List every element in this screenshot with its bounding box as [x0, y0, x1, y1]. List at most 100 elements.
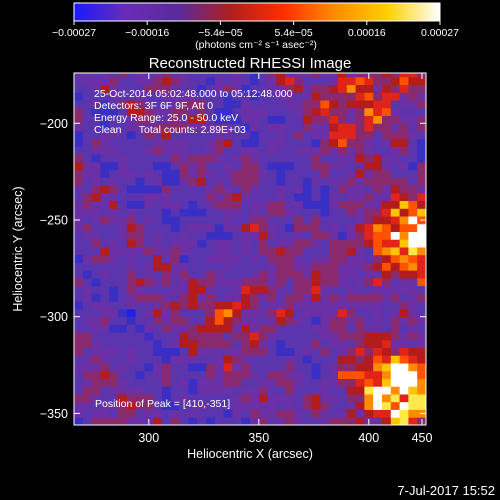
heatmap-cell — [276, 84, 286, 93]
heatmap-cell — [346, 409, 356, 418]
heatmap-cell — [294, 123, 304, 132]
heatmap-cell — [302, 355, 312, 364]
heatmap-cell — [100, 262, 110, 271]
heatmap-cell — [241, 138, 251, 147]
heatmap-cell — [390, 216, 400, 225]
heatmap-cell — [320, 231, 330, 240]
heatmap-cell — [382, 146, 392, 155]
heatmap-cell — [276, 161, 286, 171]
heatmap-cell — [302, 262, 312, 271]
heatmap-cell — [197, 378, 207, 387]
heatmap-cell — [91, 231, 101, 240]
heatmap-cell — [258, 208, 268, 217]
heatmap-cell — [91, 378, 101, 387]
heatmap-cell — [382, 378, 392, 387]
heatmap-cell — [206, 386, 216, 395]
annotation-block: 25-Oct-2014 05:02:48.000 to 05:12:48.000… — [94, 88, 293, 136]
heatmap-cell — [214, 386, 224, 395]
heatmap-cell — [170, 324, 180, 333]
heatmap-cell — [126, 169, 136, 178]
heatmap-cell — [197, 146, 207, 155]
heatmap-cell — [390, 339, 400, 349]
heatmap-cell — [74, 363, 84, 372]
heatmap-cell — [382, 161, 392, 171]
colorbar-tick-label: 0.00027 — [421, 27, 459, 39]
colorbar-tick-label: −0.00027 — [52, 27, 96, 39]
heatmap-cell — [82, 363, 92, 372]
heatmap-cell — [135, 216, 145, 225]
heatmap-cell — [241, 355, 251, 364]
heatmap-cell — [241, 262, 251, 271]
heatmap-cell — [179, 417, 189, 425]
heatmap-cell — [320, 107, 330, 116]
heatmap-cell — [223, 185, 233, 194]
heatmap-cell — [302, 254, 312, 263]
heatmap-cell — [109, 185, 119, 194]
heatmap-cell — [144, 378, 154, 387]
heatmap-cell — [355, 339, 365, 349]
heatmap-cell — [408, 169, 418, 178]
heatmap-cell — [320, 223, 330, 232]
heatmap-cell — [91, 347, 101, 356]
heatmap-cell — [170, 293, 180, 302]
heatmap-cell — [144, 270, 154, 279]
heatmap-cell — [223, 386, 233, 395]
heatmap-cell — [417, 262, 426, 271]
heatmap-cell — [408, 247, 418, 256]
heatmap-cell — [417, 231, 426, 240]
heatmap-cell — [241, 339, 251, 349]
heatmap-cell — [258, 278, 268, 287]
heatmap-cell — [241, 239, 251, 248]
heatmap-cell — [188, 169, 198, 178]
heatmap-cell — [267, 394, 277, 403]
x-tick-label: 400 — [358, 431, 379, 445]
heatmap-cell — [250, 247, 260, 256]
heatmap-cell — [302, 107, 312, 116]
heatmap-cell — [170, 355, 180, 364]
heatmap-cell — [82, 239, 92, 248]
heatmap-cell — [258, 73, 268, 78]
heatmap-cell — [100, 409, 110, 418]
heatmap-cell — [355, 100, 365, 109]
heatmap-cell — [417, 308, 426, 318]
heatmap-cell — [338, 355, 348, 364]
heatmap-cell — [302, 115, 312, 124]
heatmap-cell — [329, 169, 339, 178]
heatmap-cell — [214, 138, 224, 147]
heatmap-cell — [188, 316, 198, 325]
heatmap-cell — [162, 239, 172, 248]
heatmap-cell — [214, 223, 224, 232]
heatmap-cell — [382, 278, 392, 287]
heatmap-cell — [302, 73, 312, 78]
heatmap-cell — [162, 154, 172, 163]
heatmap-cell — [373, 216, 383, 225]
heatmap-cell — [258, 100, 268, 109]
heatmap-cell — [399, 363, 409, 372]
heatmap-cell — [302, 332, 312, 341]
heatmap-cell — [206, 301, 216, 310]
heatmap-cell — [162, 308, 172, 318]
heatmap-cell — [338, 92, 348, 101]
heatmap-cell — [118, 161, 128, 171]
heatmap-cell — [179, 301, 189, 310]
heatmap-cell — [346, 417, 356, 425]
heatmap-cell — [214, 100, 224, 109]
heatmap-cell — [258, 401, 268, 410]
heatmap-cell — [338, 208, 348, 217]
heatmap-cell — [311, 107, 321, 116]
heatmap-cell — [302, 192, 312, 202]
heatmap-cell — [250, 308, 260, 318]
heatmap-cell — [285, 208, 295, 217]
heatmap-cell — [214, 92, 224, 101]
heatmap-cell — [267, 161, 277, 171]
heatmap-cell — [153, 239, 163, 248]
heatmap-cell — [399, 316, 409, 325]
heatmap-cell — [100, 169, 110, 178]
heatmap-cell — [109, 409, 119, 418]
heatmap-cell — [241, 386, 251, 395]
heatmap-cell — [179, 131, 189, 140]
heatmap-cell — [162, 131, 172, 140]
heatmap-cell — [241, 301, 251, 310]
heatmap-cell — [241, 270, 251, 279]
heatmap-cell — [241, 247, 251, 256]
